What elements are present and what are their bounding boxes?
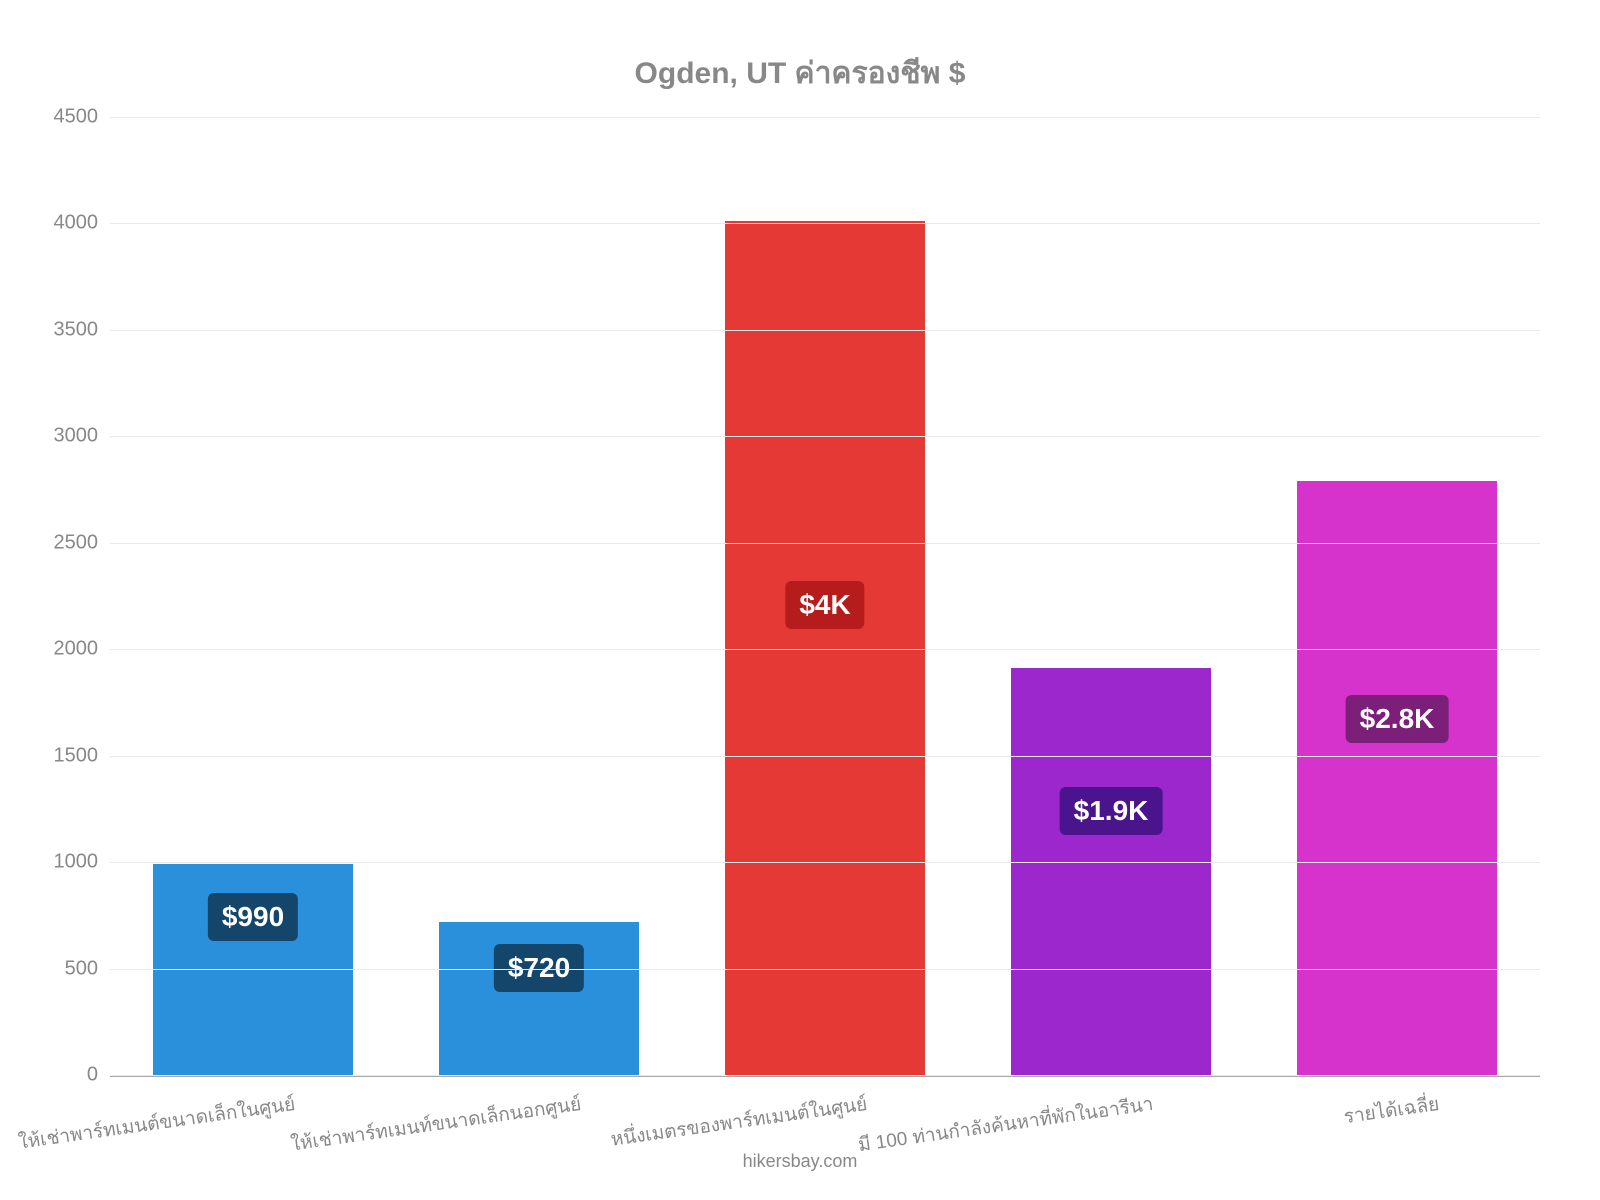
bar: $2.8K [1297,481,1497,1075]
plot-area: $990$720$4K$1.9K$2.8K 050010001500200025… [110,117,1540,1077]
bar-slot: $720 [396,117,682,1075]
y-tick-label: 4500 [54,106,111,129]
y-tick-label: 3500 [54,318,111,341]
bar-value-label: $990 [208,893,298,941]
gridline [110,1075,1540,1076]
bar-value-label: $4K [785,581,864,629]
gridline [110,330,1540,331]
bar-value-label: $1.9K [1060,787,1163,835]
gridline [110,117,1540,118]
y-tick-label: 3000 [54,425,111,448]
bars-container: $990 $720 $4K $1.9K $2.8K [110,117,1540,1075]
y-tick-label: 1500 [54,744,111,767]
bar-value-label: $2.8K [1346,695,1449,743]
y-tick-label: 2500 [54,531,111,554]
y-tick-label: 1000 [54,851,111,874]
x-tick-label: รายได้เฉลี่ย [1342,1089,1441,1132]
bar: $4K [725,221,925,1075]
gridline [110,543,1540,544]
bar-slot: $1.9K [968,117,1254,1075]
x-tick-label: หนึ่งเมตรของพาร์ทเมนต์ในศูนย์ [609,1089,869,1155]
bar: $1.9K [1011,668,1211,1075]
bar-slot: $4K [682,117,968,1075]
bar-slot: $2.8K [1254,117,1540,1075]
chart-title: Ogden, UT ค่าครองชีพ $ [40,50,1560,97]
x-tick-label: ให้เช่าพาร์ทเมนต์ขนาดเล็กในศูนย์ [17,1089,298,1158]
bar: $990 [153,864,353,1075]
y-tick-label: 500 [65,957,110,980]
gridline [110,649,1540,650]
gridline [110,862,1540,863]
chart-container: Ogden, UT ค่าครองชีพ $ $990$720$4K$1.9K$… [0,0,1600,1200]
bar: $720 [439,922,639,1075]
y-tick-label: 0 [87,1064,110,1087]
x-tick-label: ให้เช่าพาร์ทเมนท์ขนาดเล็กนอกศูนย์ [289,1089,583,1159]
y-tick-label: 2000 [54,638,111,661]
gridline [110,969,1540,970]
gridline [110,223,1540,224]
footer-credit: hikersbay.com [0,1151,1600,1172]
bar-slot: $990 [110,117,396,1075]
x-tick-label: มี 100 ท่านกำลังค้นหาที่พักในอารีนา [856,1089,1155,1160]
gridline [110,756,1540,757]
gridline [110,436,1540,437]
x-axis: ให้เช่าพาร์ทเมนต์ขนาดเล็กในศูนย์ให้เช่าพ… [110,1077,1540,1157]
plot-zone: $990$720$4K$1.9K$2.8K 050010001500200025… [110,117,1540,1077]
y-tick-label: 4000 [54,212,111,235]
